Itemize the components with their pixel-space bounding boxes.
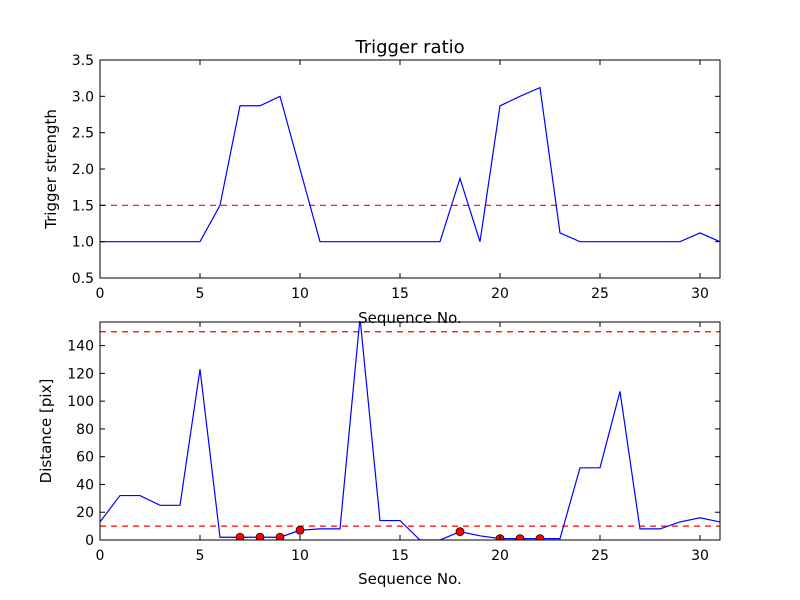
y-tick-label: 0 xyxy=(85,533,94,549)
x-tick-label: 20 xyxy=(491,548,509,564)
data-point-marker xyxy=(235,532,245,540)
y-axis-label: Distance [pix] xyxy=(37,379,55,484)
x-tick-label: 15 xyxy=(391,286,409,302)
y-tick-label: 2.5 xyxy=(72,126,94,142)
x-tick-label: 5 xyxy=(196,548,205,564)
y-tick-label: 100 xyxy=(67,394,94,410)
y-tick-label: 40 xyxy=(76,477,94,493)
y-axis-label: Trigger strength xyxy=(42,109,60,230)
x-axis-label: Sequence No. xyxy=(358,570,462,588)
x-tick-label: 10 xyxy=(291,548,309,564)
x-tick-label: 25 xyxy=(591,548,609,564)
plot-area xyxy=(100,322,720,540)
data-point-marker xyxy=(275,532,285,540)
series-line xyxy=(100,86,720,243)
y-tick-label: 2.0 xyxy=(72,162,94,178)
y-tick-label: 3.5 xyxy=(72,53,94,69)
x-tick-label: 0 xyxy=(96,548,105,564)
x-tick-label: 30 xyxy=(691,548,709,564)
y-tick-label: 120 xyxy=(67,366,94,382)
x-tick-label: 25 xyxy=(591,286,609,302)
series-line xyxy=(100,322,720,540)
chart-title: Trigger ratio xyxy=(354,37,464,58)
x-tick-label: 30 xyxy=(691,286,709,302)
trigger-ratio-chart: Trigger ratio Sequence No. Trigger stren… xyxy=(42,37,721,327)
y-tick-label: 1.0 xyxy=(72,235,94,251)
x-tick-label: 5 xyxy=(196,286,205,302)
x-tick-label: 0 xyxy=(96,286,105,302)
x-tick-label: 15 xyxy=(391,548,409,564)
distance-chart: Sequence No. Distance [pix] 0 5 10 15 20 25 30… xyxy=(37,321,721,588)
data-point-marker xyxy=(295,525,305,535)
x-tick-label: 20 xyxy=(491,286,509,302)
data-point-marker xyxy=(455,527,465,537)
x-tick-label: 10 xyxy=(291,286,309,302)
y-tick-label: 20 xyxy=(76,505,94,521)
y-tick-label: 0.5 xyxy=(72,271,94,287)
data-point-marker xyxy=(535,534,545,540)
y-tick-label: 80 xyxy=(76,422,94,438)
y-tick-label: 1.5 xyxy=(72,198,94,214)
y-tick-label: 140 xyxy=(67,339,94,355)
data-point-marker xyxy=(515,534,525,540)
x-axis-label: Sequence No. xyxy=(358,309,462,327)
data-point-marker xyxy=(255,532,265,540)
axes-frame xyxy=(99,321,721,541)
y-tick-label: 3.0 xyxy=(72,89,94,105)
y-tick-label: 60 xyxy=(76,450,94,466)
plot-area xyxy=(100,86,720,243)
